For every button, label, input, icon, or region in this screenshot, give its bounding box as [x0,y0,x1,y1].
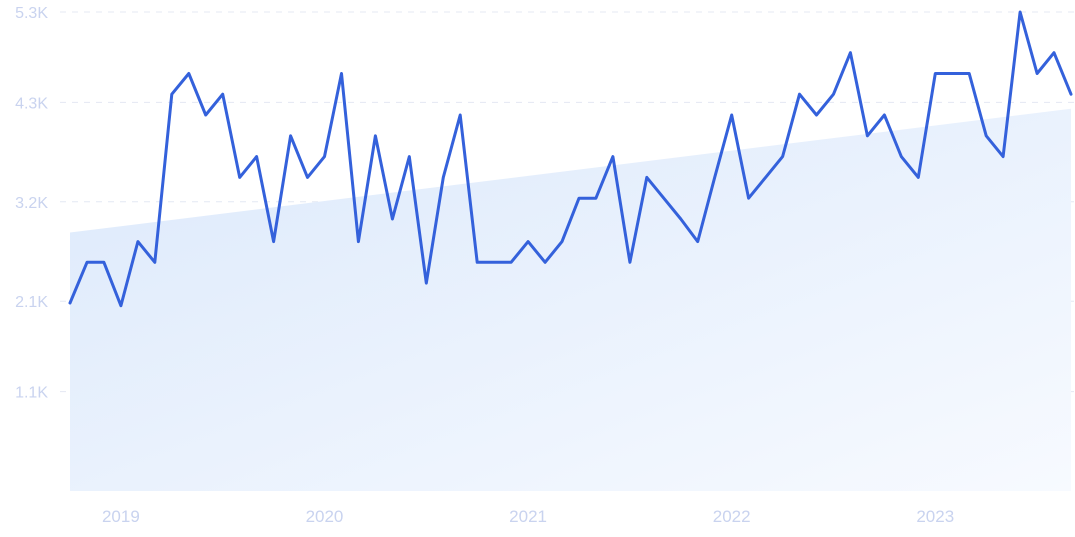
series-line [68,10,1073,308]
y-tick-label: 5.3K [15,5,48,22]
x-tick-label: 2020 [306,507,344,526]
x-tick-label: 2019 [102,507,140,526]
series-line-path [68,10,1073,308]
y-tick-label: 3.2K [15,195,48,212]
y-axis-ticks: 1.1K 2.1K 3.2K 4.3K 5.3K [15,5,48,402]
x-tick-label: 2021 [509,507,547,526]
x-tick-label: 2022 [713,507,751,526]
y-tick-label: 1.1K [15,385,48,402]
x-axis-ticks: 2019 2020 2021 2022 2023 [102,507,954,526]
x-tick-label: 2023 [916,507,954,526]
trend-area [70,108,1071,492]
y-tick-label: 2.1K [15,294,48,311]
y-tick-label: 4.3K [15,95,48,112]
trend-area-fill [70,108,1071,492]
